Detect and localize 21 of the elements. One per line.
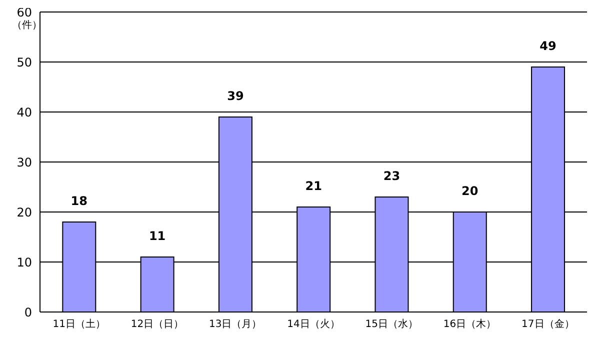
x-tick-label: 15日（水） bbox=[365, 318, 418, 330]
y-axis-title: （件） bbox=[12, 19, 42, 32]
data-label: 21 bbox=[305, 179, 322, 193]
x-tick-label: 17日（金） bbox=[522, 318, 574, 330]
data-label: 18 bbox=[70, 194, 88, 208]
data-label: 39 bbox=[227, 89, 244, 103]
x-tick-label: 14日（火） bbox=[287, 318, 340, 330]
y-tick-label: 0 bbox=[24, 305, 32, 320]
y-tick-label: 10 bbox=[16, 255, 32, 270]
y-tick-label: 50 bbox=[16, 55, 32, 70]
x-tick-label: 13日（月） bbox=[208, 319, 262, 330]
data-label: 49 bbox=[540, 39, 556, 53]
data-label: 20 bbox=[462, 184, 478, 198]
y-tick-label: 20 bbox=[16, 205, 32, 220]
y-tick-label: 30 bbox=[16, 155, 32, 170]
x-tick-label: 16日（木） bbox=[443, 318, 496, 330]
data-label: 23 bbox=[383, 169, 400, 183]
x-tick-label: 12日（日） bbox=[130, 319, 184, 330]
data-label: 11 bbox=[148, 229, 166, 243]
x-tick-label: 11日（土） bbox=[52, 318, 106, 330]
y-tick-label: 40 bbox=[16, 105, 32, 120]
